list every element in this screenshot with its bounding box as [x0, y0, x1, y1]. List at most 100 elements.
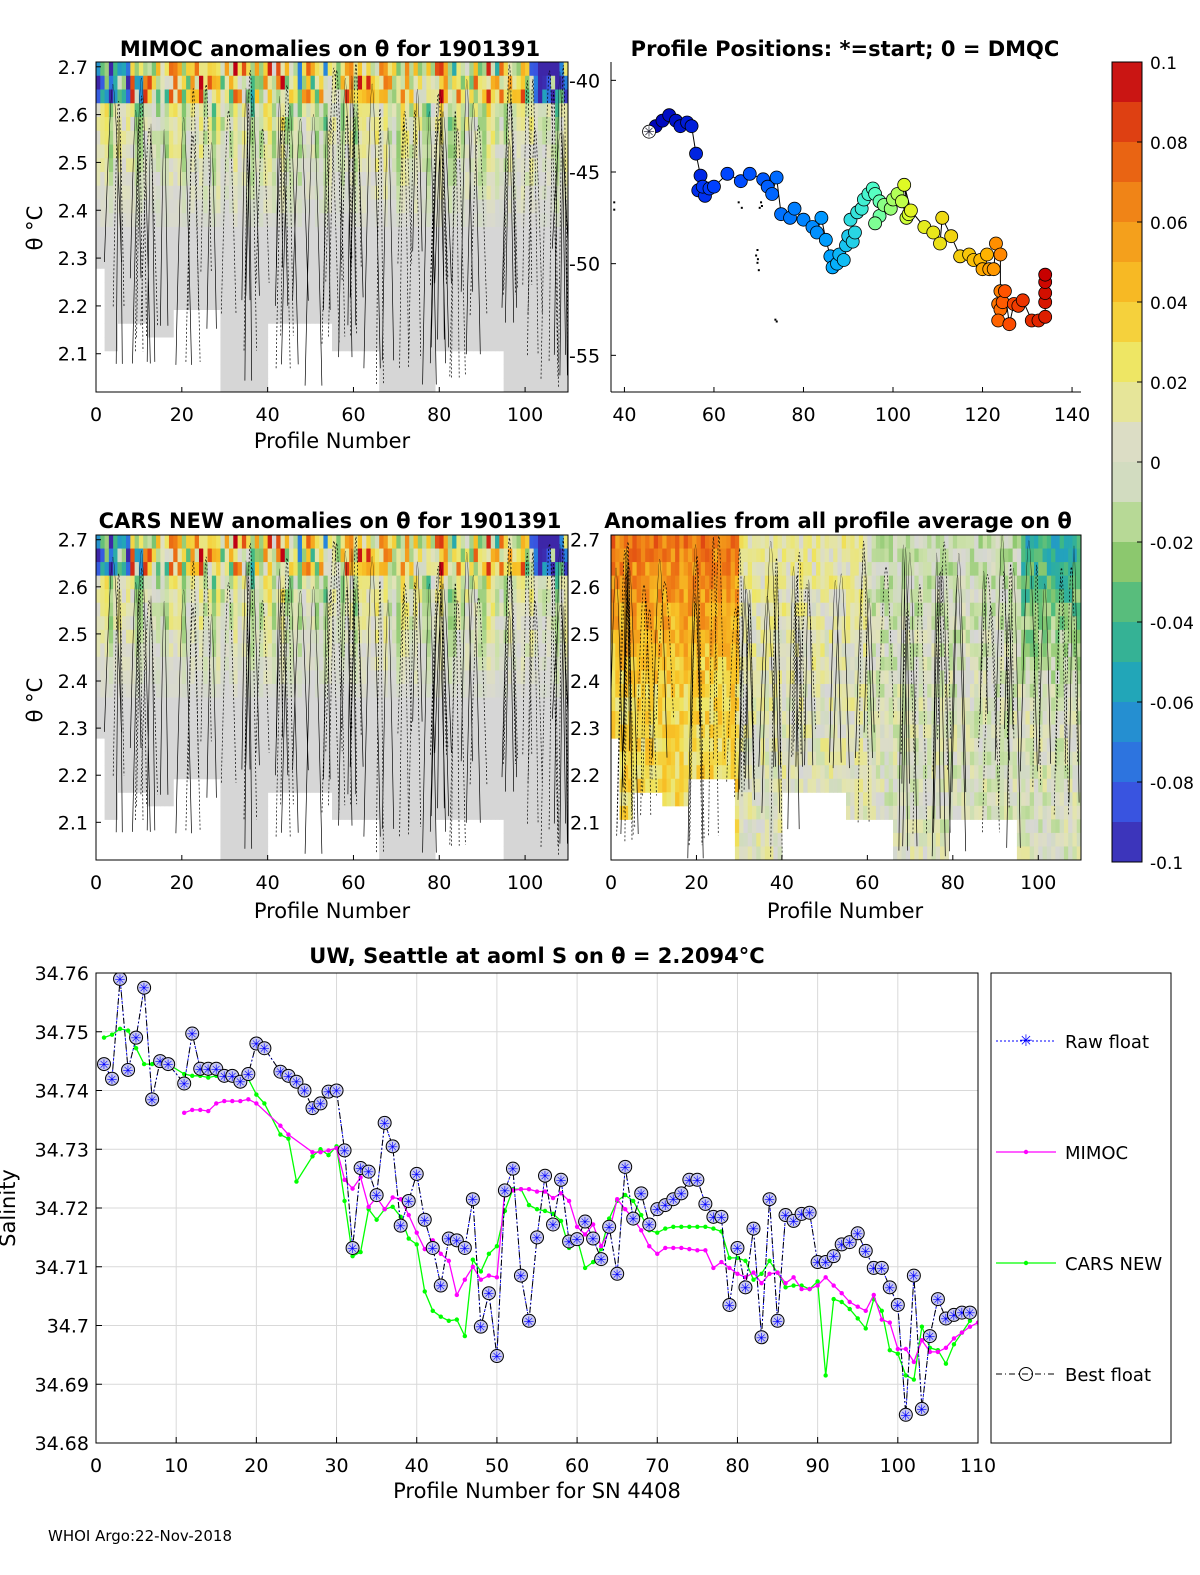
heatmap-cell: [259, 323, 264, 338]
heatmap-cell: [336, 75, 342, 90]
heatmap-cell: [516, 548, 522, 563]
heatmap-cell: [370, 89, 376, 104]
heatmap-cell: [366, 282, 372, 297]
heatmap-cell: [310, 185, 316, 200]
contour-line: [338, 550, 353, 826]
heatmap-cell: [134, 62, 140, 77]
heatmap-cell: [495, 643, 500, 658]
heatmap-cell: [516, 227, 522, 242]
heatmap-cell: [546, 213, 552, 228]
heatmap-cell: [250, 185, 256, 200]
heatmap-cell: [404, 819, 410, 834]
heatmap-cell: [525, 350, 530, 365]
heatmap-cell: [229, 282, 234, 297]
land-dot: [740, 206, 743, 209]
heatmap-cell: [332, 535, 337, 550]
heatmap-cell: [250, 724, 256, 739]
heatmap-cell: [426, 535, 432, 550]
heatmap-cell: [533, 323, 539, 338]
heatmap-cell: [349, 575, 354, 590]
heatmap-cell: [104, 62, 110, 77]
heatmap-cell: [271, 199, 277, 214]
heatmap-cell: [465, 697, 470, 712]
heatmap-cell: [520, 144, 526, 159]
heatmap-cell: [447, 158, 453, 173]
heatmap-cell: [525, 185, 530, 200]
heatmap-cell: [383, 697, 389, 712]
heatmap-cell: [439, 805, 445, 820]
heatmap-cell: [198, 589, 204, 604]
heatmap-cell: [542, 805, 548, 820]
heatmap-cell: [117, 629, 123, 644]
heatmap-cell: [160, 227, 166, 242]
heatmap-cell: [353, 337, 359, 352]
heatmap-cell: [237, 562, 243, 577]
heatmap-cell: [319, 130, 324, 145]
heatmap-cell: [168, 535, 174, 550]
heatmap-cell: [447, 254, 453, 269]
heatmap-cell: [96, 227, 101, 242]
heatmap-cell: [469, 144, 475, 159]
heatmap-cell: [306, 172, 312, 187]
heatmap-cell: [143, 282, 148, 297]
heatmap-cell: [387, 819, 393, 834]
heatmap-cell: [130, 158, 136, 173]
heatmap-cell: [100, 89, 106, 104]
heatmap-cell: [392, 589, 397, 604]
heatmap-cell: [319, 240, 324, 255]
heatmap-cell: [430, 589, 436, 604]
heatmap-cell: [319, 738, 324, 753]
heatmap-cell: [374, 62, 380, 77]
heatmap-cell: [495, 548, 500, 563]
heatmap-cell: [121, 602, 127, 617]
heatmap-cell: [233, 738, 239, 753]
heatmap-cell: [108, 254, 114, 269]
heatmap-cell: [520, 589, 526, 604]
heatmap-cell: [396, 89, 402, 104]
heatmap-cell: [490, 227, 496, 242]
heatmap-cell: [362, 227, 367, 242]
heatmap-cell: [516, 254, 522, 269]
heatmap-cell: [533, 337, 539, 352]
heatmap-cell: [559, 656, 565, 671]
heatmap-cell: [417, 765, 423, 780]
heatmap-cell: [366, 602, 372, 617]
heatmap-cell: [477, 738, 483, 753]
heatmap-cell: [542, 309, 548, 324]
heatmap-cell: [332, 792, 337, 807]
heatmap-cell: [250, 213, 256, 228]
heatmap-cell: [447, 103, 453, 118]
heatmap-cell: [379, 240, 384, 255]
heatmap-cell: [237, 846, 243, 860]
heatmap-cell: [563, 819, 568, 834]
heatmap-cell: [533, 792, 539, 807]
heatmap-cell: [400, 295, 406, 310]
heatmap-cell: [546, 819, 552, 834]
heatmap-cell: [383, 323, 389, 338]
heatmap-cell: [550, 337, 556, 352]
heatmap-cell: [417, 378, 423, 392]
heatmap-cell: [392, 254, 397, 269]
heatmap-cell: [542, 616, 548, 631]
heatmap-cell: [520, 792, 526, 807]
heatmap-cell: [542, 89, 548, 104]
heatmap-cell: [224, 751, 230, 766]
heatmap-cell: [246, 778, 251, 793]
heatmap-cell: [246, 378, 251, 392]
heatmap-cell: [340, 117, 346, 132]
heatmap-cell: [143, 130, 148, 145]
heatmap-cell: [525, 254, 530, 269]
heatmap-cell: [104, 670, 110, 685]
heatmap-cell: [537, 227, 543, 242]
heatmap-cell: [198, 282, 204, 297]
heatmap-cell: [452, 158, 457, 173]
heatmap-cell: [181, 629, 187, 644]
heatmap-cell: [482, 778, 487, 793]
heatmap-cell: [555, 254, 560, 269]
heatmap-cell: [186, 575, 191, 590]
heatmap-cell: [198, 185, 204, 200]
heatmap-cell: [233, 616, 239, 631]
heatmap-cell: [126, 535, 131, 550]
heatmap-cell: [379, 89, 384, 104]
heatmap-cell: [156, 172, 161, 187]
